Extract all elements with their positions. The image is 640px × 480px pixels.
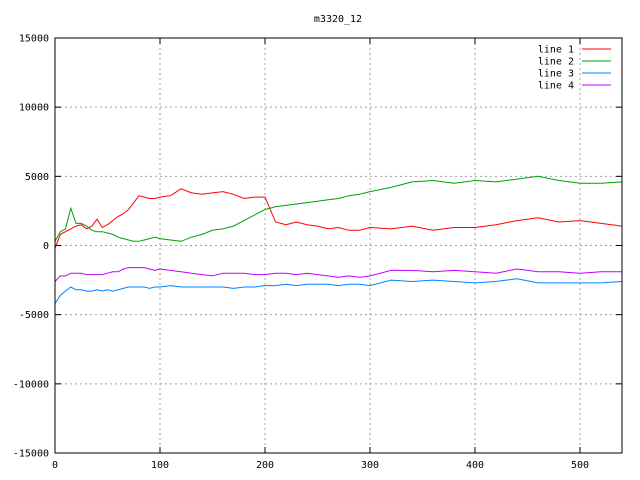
y-tick-label: 5000 xyxy=(25,172,49,183)
series-line-1 xyxy=(54,188,623,249)
x-tick-label: 0 xyxy=(52,460,58,471)
plot-frame xyxy=(54,37,623,454)
y-tick-label: -15000 xyxy=(13,449,49,460)
chart-title: m3320_12 xyxy=(314,14,362,25)
x-tick-label: 400 xyxy=(466,460,484,471)
series-line-2 xyxy=(54,175,623,242)
x-tick-label: 200 xyxy=(256,460,274,471)
x-tick-label: 500 xyxy=(571,460,589,471)
y-tick-label: 10000 xyxy=(19,103,49,114)
y-tick-label: -10000 xyxy=(13,379,49,390)
y-tick-label: -5000 xyxy=(19,310,49,321)
y-tick-label: 15000 xyxy=(19,34,49,45)
series-lines xyxy=(54,175,623,304)
x-tick-label: 100 xyxy=(151,460,169,471)
grid xyxy=(55,38,622,453)
x-tick-label: 300 xyxy=(361,460,379,471)
legend-label: line 3 xyxy=(538,69,574,80)
y-tick-label: 0 xyxy=(43,241,49,252)
series-line-4 xyxy=(54,267,622,282)
legend-label: line 4 xyxy=(538,81,574,92)
series-line-3 xyxy=(54,278,623,304)
axis-ticks: 0 100 200 300 400 500 -15000 -10000 -5000 0 5000 10… xyxy=(13,34,622,471)
legend-label: line 2 xyxy=(538,57,574,68)
legend-label: line 1 xyxy=(538,45,574,56)
